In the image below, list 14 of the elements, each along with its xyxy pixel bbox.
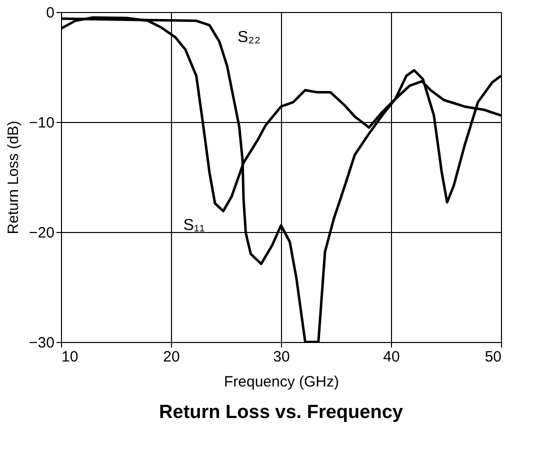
series-label: S₁₁ [183, 217, 205, 234]
x-tick-label: 20 [163, 348, 180, 366]
y-tick-label: −10 [29, 114, 54, 132]
x-axis-title: Frequency (GHz) [224, 374, 340, 390]
y-axis-title: Return Loss (dB) [5, 120, 22, 234]
text: Return Loss vs. Frequency [159, 402, 404, 423]
x-tick-label: 30 [273, 348, 290, 366]
y-tick-label: 0 [46, 4, 54, 22]
series-label: S₂₂ [238, 29, 261, 46]
y-tick-label: −20 [29, 224, 54, 242]
x-tick-label: 10 [62, 348, 78, 366]
x-tick-label: 40 [383, 348, 400, 366]
y-tick-label: −30 [29, 334, 54, 352]
x-tick-label: 50 [484, 348, 502, 366]
